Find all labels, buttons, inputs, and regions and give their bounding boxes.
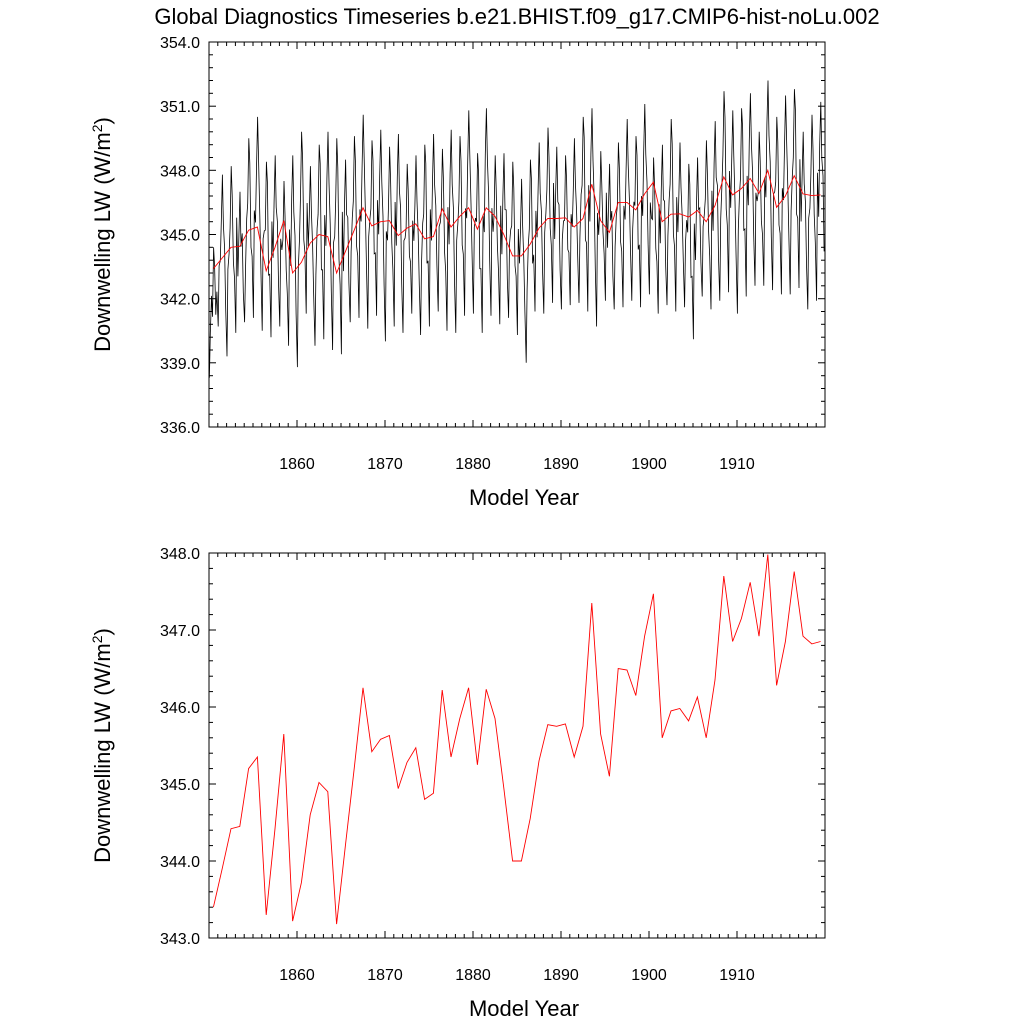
x-tick-label: 1880	[455, 456, 491, 473]
y-tick-label: 347.0	[160, 623, 200, 640]
x-tick-label: 1910	[719, 967, 755, 984]
top-plot-frame	[208, 41, 826, 428]
x-tick-label: 1880	[455, 967, 491, 984]
x-tick-label: 1860	[279, 456, 315, 473]
y-tick-label: 348.0	[160, 546, 200, 563]
x-tick-label: 1910	[719, 456, 755, 473]
y-tick-label: 354.0	[160, 35, 200, 52]
x-tick-label: 1900	[631, 456, 667, 473]
y-tick-label: 342.0	[160, 292, 200, 309]
x-tick-label: 1890	[543, 456, 579, 473]
y-tick-label: 343.0	[160, 931, 200, 948]
x-tick-label: 1870	[367, 967, 403, 984]
annual-mean-line	[212, 554, 821, 925]
top-x-axis-label: Model Year	[469, 485, 579, 510]
y-tick-label: 351.0	[160, 99, 200, 116]
y-tick-label: 345.0	[160, 228, 200, 245]
y-tick-label: 348.0	[160, 163, 200, 180]
top-lines	[209, 80, 825, 378]
figure-title: Global Diagnostics Timeseries b.e21.BHIS…	[154, 4, 879, 29]
top-axis-ticks	[208, 41, 826, 428]
x-tick-label: 1900	[631, 967, 667, 984]
top-y-axis-label: Downwelling LW (W/m2)	[89, 117, 115, 352]
annual-mean-line	[213, 168, 821, 275]
y-tick-label: 339.0	[160, 356, 200, 373]
monthly-series-line	[209, 80, 825, 378]
bottom-lines	[212, 554, 821, 925]
x-tick-label: 1890	[543, 967, 579, 984]
y-tick-label: 345.0	[160, 777, 200, 794]
bottom-x-axis-label: Model Year	[469, 996, 579, 1021]
bottom-axis-ticks	[208, 552, 826, 939]
top-panel: 1860 1870 1880 1890 1900 1910 336.0 339.0 342.0 3…	[89, 35, 826, 510]
y-tick-label: 336.0	[160, 420, 200, 437]
x-tick-label: 1870	[367, 456, 403, 473]
y-tick-label: 346.0	[160, 700, 200, 717]
bottom-panel: 1860 1870 1880 1890 1900 1910 343.0 344.0 345.0 3…	[89, 546, 826, 1021]
x-tick-label: 1860	[279, 967, 315, 984]
bottom-y-axis-label: Downwelling LW (W/m2)	[89, 628, 115, 863]
y-tick-label: 344.0	[160, 854, 200, 871]
